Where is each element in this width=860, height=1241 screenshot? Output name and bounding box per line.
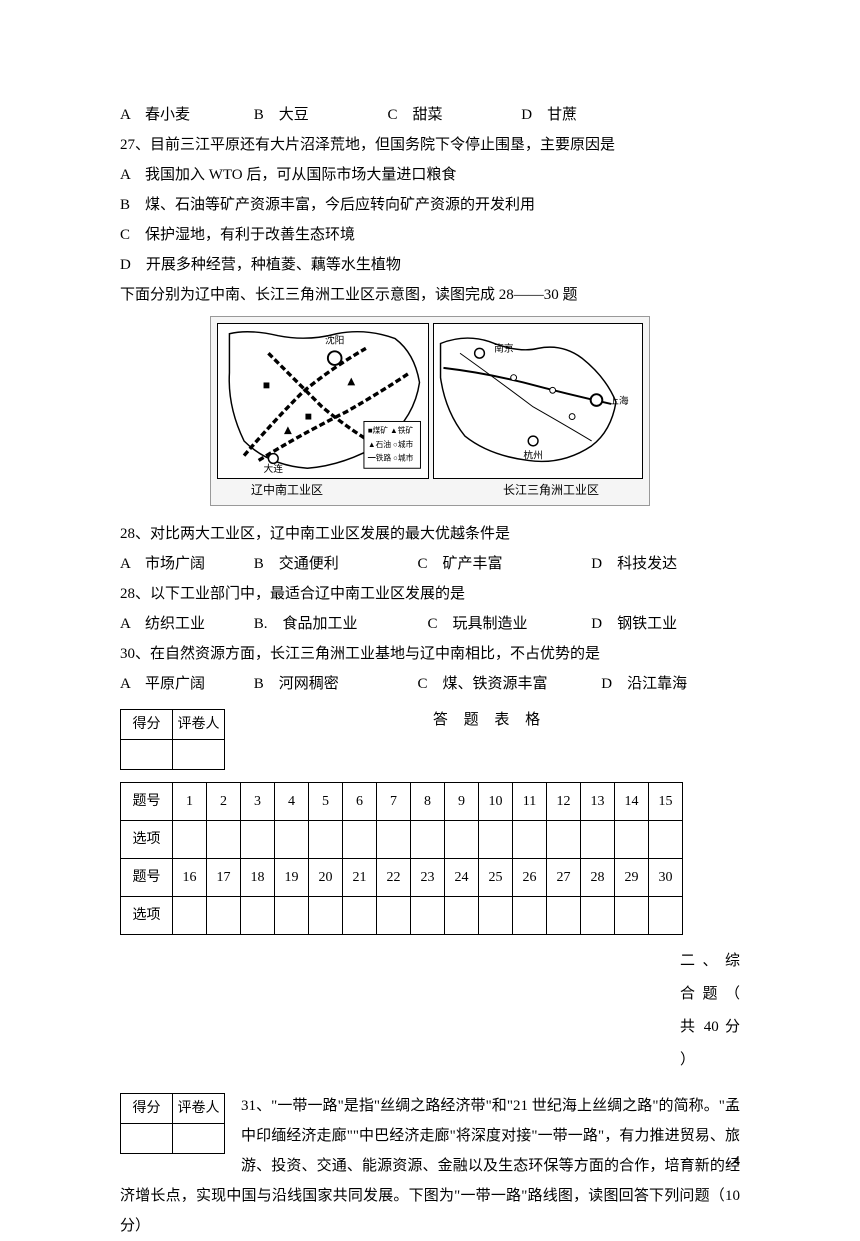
score-h1: 得分 [121,710,173,740]
svg-text:杭州: 杭州 [523,449,542,462]
score-h2: 评卷人 [173,1094,225,1124]
score-cell[interactable] [121,1124,173,1154]
section2-label: 二 、 综 合 题 （ 共 40 分 ） [680,945,740,1077]
svg-text:▲石油 ○城市: ▲石油 ○城市 [368,439,414,449]
q27-a: A 我国加入 WTO 后，可从国际市场大量进口粮食 [120,160,740,190]
answer-section: 得分 评卷人 答 题 表 格 题号 1 2 3 4 5 6 7 8 9 10 1… [120,705,740,1077]
q26-d: D 甘蔗 [521,100,577,130]
svg-text:━铁路 ○城市: ━铁路 ○城市 [368,452,414,462]
q28-c: C 矿产丰富 [418,549,588,579]
map-figure: 沈阳 大连 ■煤矿 ▲铁矿 ▲石油 ○城市 ━铁路 ○城市 南京 [210,316,650,506]
q27-stem: 27、目前三江平原还有大片沼泽荒地，但国务院下令停止围垦，主要原因是 [120,130,740,160]
q29-a: A 纺织工业 [120,609,250,639]
q30-b: B 河网稠密 [254,669,414,699]
q26-c: C 甜菜 [388,100,518,130]
q28-a: A 市场广阔 [120,549,250,579]
map-right-svg: 南京 上海 杭州 [434,324,642,478]
q29-stem: 28、以下工业部门中，最适合辽中南工业区发展的是 [120,579,740,609]
q31-block: 得分 评卷人 31、"一带一路"是指"丝绸之路经济带"和"21 世纪海上丝绸之路… [120,1091,740,1241]
page-number: 4 [733,1148,740,1176]
q29-c: C 玩具制造业 [428,609,588,639]
table-row: 题号 1 2 3 4 5 6 7 8 9 10 11 12 13 14 15 [121,783,683,821]
row-label: 题号 [121,859,173,897]
svg-text:南京: 南京 [494,341,514,354]
marker-cell[interactable] [173,1124,225,1154]
q26-b: B 大豆 [254,100,384,130]
map-left: 沈阳 大连 ■煤矿 ▲铁矿 ▲石油 ○城市 ━铁路 ○城市 [217,323,429,479]
q30-stem: 30、在自然资源方面，长江三角洲工业基地与辽中南相比，不占优势的是 [120,639,740,669]
map-left-svg: 沈阳 大连 ■煤矿 ▲铁矿 ▲石油 ○城市 ━铁路 ○城市 [218,324,428,478]
svg-text:■煤矿 ▲铁矿: ■煤矿 ▲铁矿 [368,425,414,435]
q27-c: C 保护湿地，有利于改善生态环境 [120,220,740,250]
table-row: 选项 [121,897,683,935]
score-cell[interactable] [121,740,173,770]
map-caption-right: 长江三角洲工业区 [503,478,599,502]
figure-intro: 下面分别为辽中南、长江三角洲工业区示意图，读图完成 28——30 题 [120,280,740,310]
map-caption-left: 辽中南工业区 [251,478,323,502]
score-h2: 评卷人 [173,710,225,740]
q28-d: D 科技发达 [591,549,677,579]
row-label: 选项 [121,897,173,935]
score-box: 得分 评卷人 [120,709,225,770]
answer-table: 题号 1 2 3 4 5 6 7 8 9 10 11 12 13 14 15 选… [120,782,683,935]
q29-b: B. 食品加工业 [254,609,424,639]
row-label: 题号 [121,783,173,821]
q30-options: A 平原广阔 B 河网稠密 C 煤、铁资源丰富 D 沿江靠海 [120,669,740,699]
map-right: 南京 上海 杭州 [433,323,643,479]
q27-d: D 开展多种经营，种植菱、藕等水生植物 [120,250,740,280]
q28-options: A 市场广阔 B 交通便利 C 矿产丰富 D 科技发达 [120,549,740,579]
q28-stem: 28、对比两大工业区，辽中南工业区发展的最大优越条件是 [120,519,740,549]
q30-d: D 沿江靠海 [601,669,687,699]
q30-c: C 煤、铁资源丰富 [418,669,598,699]
q29-options: A 纺织工业 B. 食品加工业 C 玩具制造业 D 钢铁工业 [120,609,740,639]
q27-b: B 煤、石油等矿产资源丰富，今后应转向矿产资源的开发利用 [120,190,740,220]
q29-d: D 钢铁工业 [591,609,677,639]
table-row: 选项 [121,821,683,859]
row-label: 选项 [121,821,173,859]
figure-container: 沈阳 大连 ■煤矿 ▲铁矿 ▲石油 ○城市 ━铁路 ○城市 南京 [120,316,740,517]
svg-text:沈阳: 沈阳 [325,333,344,346]
q26-options: A 春小麦 B 大豆 C 甜菜 D 甘蔗 [120,100,740,130]
q30-a: A 平原广阔 [120,669,250,699]
marker-cell[interactable] [173,740,225,770]
score-h1: 得分 [121,1094,173,1124]
svg-text:上海: 上海 [609,394,629,407]
score-box-2: 得分 评卷人 [120,1093,225,1154]
table-row: 题号 16 17 18 19 20 21 22 23 24 25 26 27 2… [121,859,683,897]
q26-a: A 春小麦 [120,100,250,130]
q28-b: B 交通便利 [254,549,414,579]
svg-text:大连: 大连 [264,462,284,475]
